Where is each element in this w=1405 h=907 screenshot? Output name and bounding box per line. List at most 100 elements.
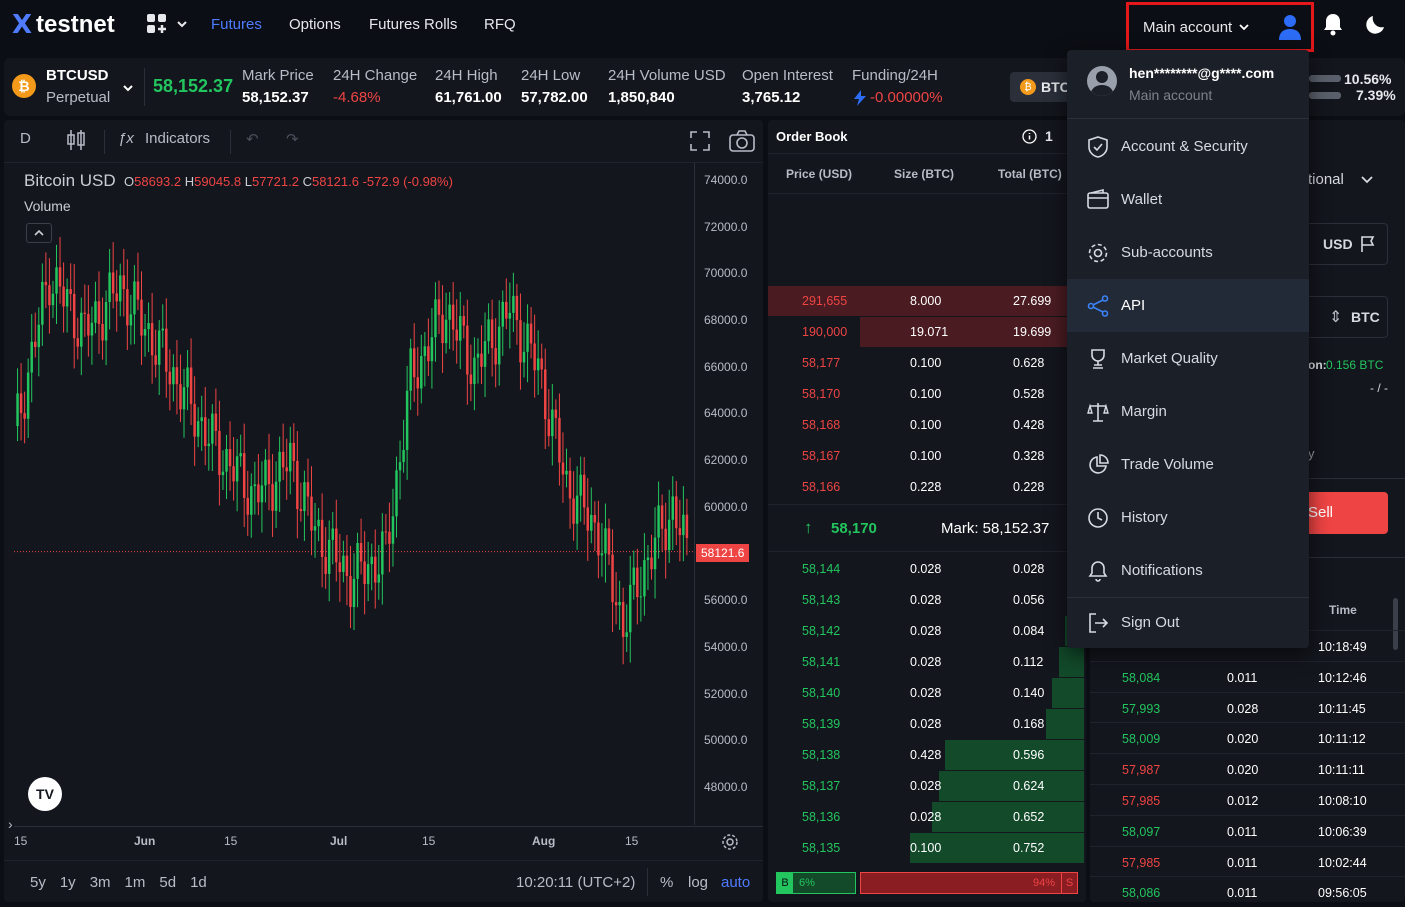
candle bbox=[533, 314, 536, 398]
bid-row[interactable]: 58,140 0.028 0.140 bbox=[768, 678, 1084, 708]
percent-scale-button[interactable]: % bbox=[660, 874, 674, 891]
user-icon[interactable] bbox=[1279, 14, 1301, 40]
nav-futures[interactable]: Futures bbox=[211, 16, 262, 33]
ask-row[interactable]: 58,167 0.100 0.328 bbox=[768, 441, 1084, 471]
range-1d[interactable]: 1d bbox=[190, 874, 207, 891]
trade-row[interactable]: 57,993 0.028 10:11:45 bbox=[1090, 691, 1405, 723]
menu-margin[interactable]: Margin bbox=[1067, 385, 1309, 438]
price-axis[interactable]: 74000.0 72000.0 70000.0 68000.0 66000.0 64000… bbox=[694, 164, 763, 824]
ask-row[interactable]: 58,168 0.100 0.428 bbox=[768, 410, 1084, 440]
trade-row[interactable]: 58,086 0.011 09:56:05 bbox=[1090, 876, 1405, 907]
size-currency-selector[interactable]: ⇕ BTC bbox=[1300, 296, 1388, 338]
price-tick: 62000.0 bbox=[704, 453, 748, 468]
info-icon[interactable] bbox=[1022, 129, 1037, 144]
stat-value: 3,765.12 bbox=[742, 89, 801, 106]
chart-clock[interactable]: 10:20:11 (UTC+2) bbox=[516, 874, 636, 891]
date-tick: 15 bbox=[224, 834, 238, 848]
chevron-down-icon[interactable] bbox=[122, 82, 134, 94]
menu-sub-accounts[interactable]: Sub-accounts bbox=[1067, 226, 1309, 279]
tradingview-logo[interactable]: TV bbox=[28, 777, 62, 811]
log-scale-button[interactable]: log bbox=[688, 874, 709, 891]
undo-icon[interactable]: ↶ bbox=[246, 131, 259, 148]
candle bbox=[108, 249, 111, 330]
bid-row[interactable]: 58,143 0.028 0.056 bbox=[768, 585, 1084, 615]
candle-style-icon[interactable] bbox=[66, 129, 86, 151]
menu-history[interactable]: History bbox=[1067, 491, 1309, 544]
buy-ratio-value: 6% bbox=[799, 877, 815, 889]
order-type-selector[interactable]: tional bbox=[1308, 171, 1344, 188]
amount-currency-selector[interactable]: USD bbox=[1300, 223, 1388, 265]
candle bbox=[225, 434, 228, 500]
bid-row[interactable]: 58,136 0.028 0.652 bbox=[768, 802, 1084, 832]
depth-bar bbox=[1046, 709, 1084, 739]
ticker-symbol[interactable]: BTCUSD bbox=[46, 67, 109, 84]
bid-row[interactable]: 58,135 0.100 0.752 bbox=[768, 833, 1084, 863]
fullscreen-icon[interactable] bbox=[690, 131, 710, 151]
grouping-selector[interactable]: 1 bbox=[1045, 128, 1053, 144]
scrollbar[interactable] bbox=[1393, 598, 1398, 650]
ob-total: 0.528 bbox=[1013, 387, 1045, 401]
trade-row[interactable]: 57,985 0.012 10:08:10 bbox=[1090, 784, 1405, 815]
bid-row[interactable]: 58,144 0.028 0.028 bbox=[768, 554, 1084, 584]
range-5y[interactable]: 5y bbox=[30, 874, 46, 891]
ob-total: 0.624 bbox=[1013, 779, 1045, 793]
ask-row[interactable]: 190,000 19.071 19.699 bbox=[768, 317, 1084, 347]
btc-chip[interactable]: ₿ BTC bbox=[1010, 72, 1070, 102]
menu-notifications[interactable]: Notifications bbox=[1067, 544, 1309, 597]
ob-header-size: Size (BTC) bbox=[894, 167, 954, 181]
candlestick-plot[interactable] bbox=[14, 164, 694, 824]
trade-row[interactable]: 58,084 0.011 10:12:46 bbox=[1090, 660, 1405, 692]
menu-market-quality[interactable]: Market Quality bbox=[1067, 332, 1309, 385]
trade-row[interactable]: 57,985 0.011 10:02:44 bbox=[1090, 845, 1405, 877]
nav-rfq[interactable]: RFQ bbox=[484, 16, 516, 33]
moon-icon[interactable] bbox=[1364, 12, 1388, 36]
camera-icon[interactable] bbox=[729, 130, 755, 152]
range-1y[interactable]: 1y bbox=[59, 874, 76, 891]
main-account-button[interactable]: Main account bbox=[1126, 2, 1314, 52]
bid-row[interactable]: 58,142 0.028 0.084 bbox=[768, 616, 1084, 646]
bid-row[interactable]: 58,138 0.428 0.596 bbox=[768, 740, 1084, 770]
ask-row[interactable]: 58,166 0.228 0.228 bbox=[768, 472, 1084, 502]
candle bbox=[494, 318, 497, 388]
bid-row[interactable]: 58,137 0.028 0.624 bbox=[768, 771, 1084, 801]
ask-row[interactable]: 58,170 0.100 0.528 bbox=[768, 379, 1084, 409]
settings-gear-icon[interactable] bbox=[721, 833, 739, 851]
ask-row[interactable]: 291,655 8.000 27.699 bbox=[768, 286, 1084, 316]
apps-menu-button[interactable] bbox=[146, 13, 188, 35]
nav-options[interactable]: Options bbox=[289, 16, 341, 33]
candle bbox=[667, 489, 671, 564]
brand-logo[interactable]: X testnet bbox=[12, 10, 115, 40]
range-5d[interactable]: 5d bbox=[159, 874, 177, 891]
range-1m[interactable]: 1m bbox=[124, 874, 146, 891]
trade-row[interactable]: 57,987 0.020 10:11:11 bbox=[1090, 753, 1405, 784]
menu-sign-out[interactable]: Sign Out bbox=[1067, 597, 1309, 648]
bell-icon[interactable] bbox=[1322, 12, 1344, 36]
trade-row[interactable]: 58,009 0.020 10:11:12 bbox=[1090, 722, 1405, 753]
collapse-legend-button[interactable] bbox=[26, 223, 52, 243]
expand-left-icon[interactable]: › bbox=[8, 816, 13, 832]
menu-api[interactable]: API bbox=[1067, 279, 1309, 332]
candle bbox=[554, 399, 558, 439]
indicators-button[interactable]: Indicators bbox=[145, 130, 211, 147]
bid-row[interactable]: 58,139 0.028 0.168 bbox=[768, 709, 1084, 739]
trade-time: 10:11:12 bbox=[1318, 732, 1366, 747]
menu-wallet[interactable]: Wallet bbox=[1067, 173, 1309, 226]
candle bbox=[395, 456, 398, 538]
trade-row[interactable]: 58,097 0.011 10:06:39 bbox=[1090, 814, 1405, 846]
range-3m[interactable]: 3m bbox=[89, 874, 111, 891]
candle bbox=[388, 502, 391, 573]
auto-scale-button[interactable]: auto bbox=[721, 874, 751, 891]
ticker-type[interactable]: Perpetual bbox=[46, 89, 111, 106]
redo-icon[interactable]: ↷ bbox=[286, 131, 299, 148]
nav-futures-rolls[interactable]: Futures Rolls bbox=[369, 16, 458, 33]
ob-price: 58,137 bbox=[802, 779, 841, 793]
ask-row[interactable]: 58,177 0.100 0.628 bbox=[768, 348, 1084, 378]
divider bbox=[104, 130, 105, 154]
ob-total: 0.140 bbox=[1013, 686, 1045, 700]
menu-trade-volume[interactable]: Trade Volume bbox=[1067, 438, 1309, 491]
interval-selector[interactable]: D bbox=[20, 130, 31, 147]
candle bbox=[189, 338, 193, 426]
bid-row[interactable]: 58,141 0.028 0.112 bbox=[768, 647, 1084, 677]
menu-account-security[interactable]: Account & Security bbox=[1067, 120, 1309, 173]
chevron-down-icon[interactable] bbox=[1360, 175, 1374, 185]
